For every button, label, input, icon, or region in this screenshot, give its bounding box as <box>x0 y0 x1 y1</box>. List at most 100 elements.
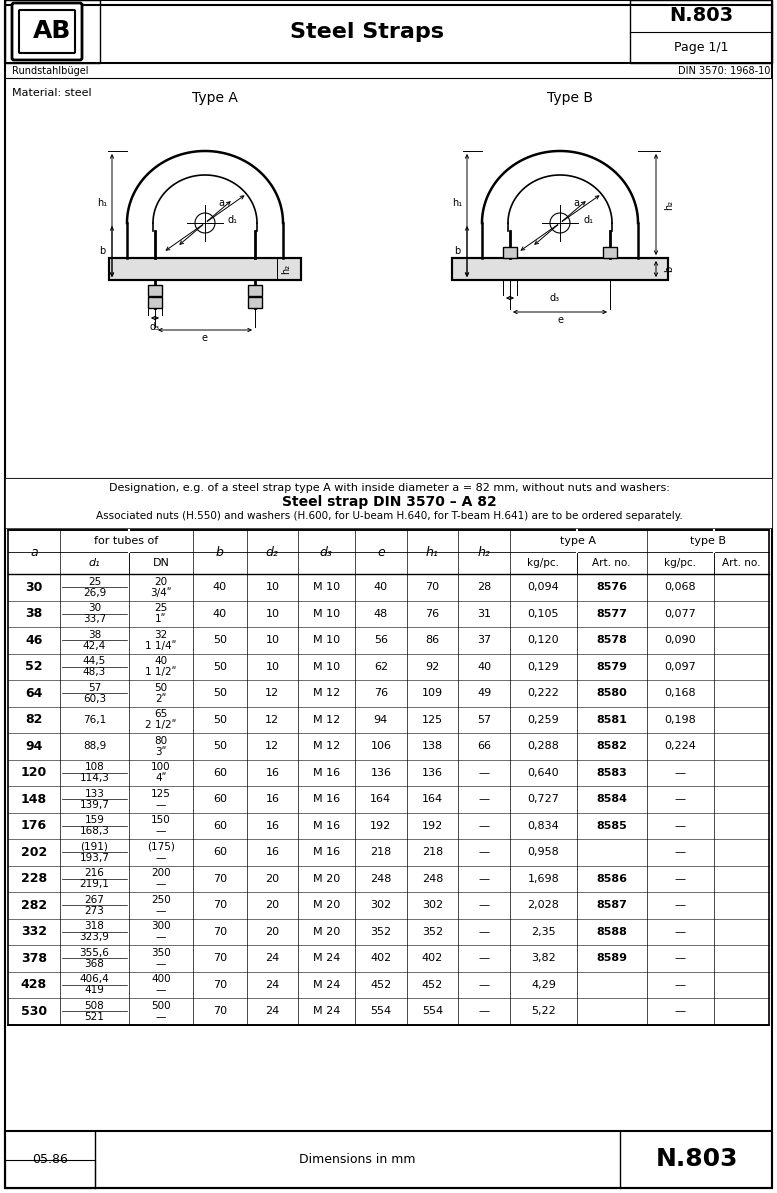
Text: 46: 46 <box>25 633 43 647</box>
Text: 86: 86 <box>426 635 440 645</box>
Text: —: — <box>674 901 685 910</box>
Text: 50: 50 <box>155 682 168 693</box>
Text: kg/pc.: kg/pc. <box>664 558 696 568</box>
Text: Page 1/1: Page 1/1 <box>674 41 728 54</box>
Text: 419: 419 <box>85 985 104 995</box>
Text: 300: 300 <box>152 921 171 932</box>
Text: 10: 10 <box>265 608 280 619</box>
Text: —: — <box>674 847 685 858</box>
Text: 49: 49 <box>477 688 491 698</box>
Text: h₂: h₂ <box>281 264 291 274</box>
Text: 76: 76 <box>374 688 388 698</box>
Text: 0,097: 0,097 <box>664 662 696 672</box>
Text: M 10: M 10 <box>313 635 340 645</box>
Text: 37: 37 <box>477 635 491 645</box>
Text: 302: 302 <box>422 901 443 910</box>
Text: M 10: M 10 <box>313 608 340 619</box>
Text: 0,198: 0,198 <box>664 715 696 725</box>
Text: Steel Straps: Steel Straps <box>290 21 444 42</box>
Text: 200: 200 <box>152 869 171 878</box>
Text: Dimensions in mm: Dimensions in mm <box>298 1152 415 1166</box>
Text: 12: 12 <box>265 741 280 752</box>
Text: 1,698: 1,698 <box>528 873 559 884</box>
Text: —: — <box>155 985 166 995</box>
Text: 8582: 8582 <box>596 741 627 752</box>
Text: M 20: M 20 <box>312 873 340 884</box>
Text: h₂: h₂ <box>664 199 674 210</box>
Text: 24: 24 <box>265 1006 280 1016</box>
Text: 20: 20 <box>265 901 280 910</box>
Text: M 12: M 12 <box>312 741 340 752</box>
Text: 0,129: 0,129 <box>528 662 559 672</box>
Text: 05.86: 05.86 <box>32 1152 68 1166</box>
Text: 452: 452 <box>422 979 443 990</box>
Text: h₁: h₁ <box>97 198 107 208</box>
Text: M 10: M 10 <box>313 582 340 592</box>
Text: 0,727: 0,727 <box>528 795 559 804</box>
Text: 33,7: 33,7 <box>83 614 106 624</box>
Text: AB: AB <box>33 19 71 43</box>
Text: M 24: M 24 <box>312 979 340 990</box>
Text: 332: 332 <box>21 926 47 938</box>
Text: —: — <box>674 795 685 804</box>
Text: 248: 248 <box>422 873 443 884</box>
Text: 352: 352 <box>371 927 392 937</box>
Text: 0,259: 0,259 <box>528 715 559 725</box>
Bar <box>5 478 772 528</box>
Text: 318: 318 <box>85 921 104 932</box>
Text: 31: 31 <box>477 608 491 619</box>
Text: 219,1: 219,1 <box>79 879 110 889</box>
Text: 2ʺ: 2ʺ <box>155 694 166 704</box>
Text: 16: 16 <box>265 795 280 804</box>
Text: 70: 70 <box>213 901 227 910</box>
Text: 0,958: 0,958 <box>528 847 559 858</box>
Text: 400: 400 <box>152 975 171 984</box>
Text: 70: 70 <box>213 927 227 937</box>
Text: Art. no.: Art. no. <box>722 558 761 568</box>
Text: e: e <box>202 333 208 344</box>
Text: 30: 30 <box>88 604 101 613</box>
Text: —: — <box>674 768 685 778</box>
Text: 323,9: 323,9 <box>79 932 110 942</box>
Text: —: — <box>155 1012 166 1021</box>
Text: —: — <box>155 959 166 969</box>
Text: 1ʺ: 1ʺ <box>155 614 166 624</box>
Text: 1 1/4ʺ: 1 1/4ʺ <box>145 641 176 650</box>
Text: 25: 25 <box>155 604 168 613</box>
Text: 44,5: 44,5 <box>83 656 106 666</box>
Text: 70: 70 <box>213 979 227 990</box>
Text: 66: 66 <box>477 741 491 752</box>
Text: e: e <box>377 545 385 558</box>
Text: 352: 352 <box>422 927 443 937</box>
Text: 24: 24 <box>265 979 280 990</box>
Text: Art. no.: Art. no. <box>593 558 631 568</box>
Text: 368: 368 <box>85 959 104 969</box>
Text: 500: 500 <box>152 1001 171 1010</box>
Text: 16: 16 <box>265 821 280 830</box>
Text: 10: 10 <box>265 662 280 672</box>
Text: M 12: M 12 <box>312 715 340 725</box>
Bar <box>5 0 772 63</box>
Text: —: — <box>479 979 490 990</box>
Text: 70: 70 <box>426 582 440 592</box>
Text: 8581: 8581 <box>596 715 627 725</box>
Text: 8578: 8578 <box>596 635 627 645</box>
Text: 218: 218 <box>422 847 443 858</box>
Text: 136: 136 <box>371 768 392 778</box>
Text: DN: DN <box>152 558 169 568</box>
Text: 56: 56 <box>374 635 388 645</box>
Text: a: a <box>30 545 37 558</box>
Text: 216: 216 <box>85 869 104 878</box>
Text: 250: 250 <box>151 895 171 904</box>
Text: M 20: M 20 <box>312 927 340 937</box>
Text: —: — <box>674 979 685 990</box>
Text: —: — <box>479 795 490 804</box>
Text: 2,028: 2,028 <box>528 901 559 910</box>
Text: Designation, e.g. of a steel strap type A with inside diameter a = 82 mm, withou: Designation, e.g. of a steel strap type … <box>109 483 670 493</box>
Text: 12: 12 <box>265 688 280 698</box>
Text: 3ʺ: 3ʺ <box>155 747 166 756</box>
Text: 40: 40 <box>155 656 168 666</box>
Text: 8587: 8587 <box>596 901 627 910</box>
Text: 50: 50 <box>213 741 227 752</box>
Text: 62: 62 <box>374 662 388 672</box>
